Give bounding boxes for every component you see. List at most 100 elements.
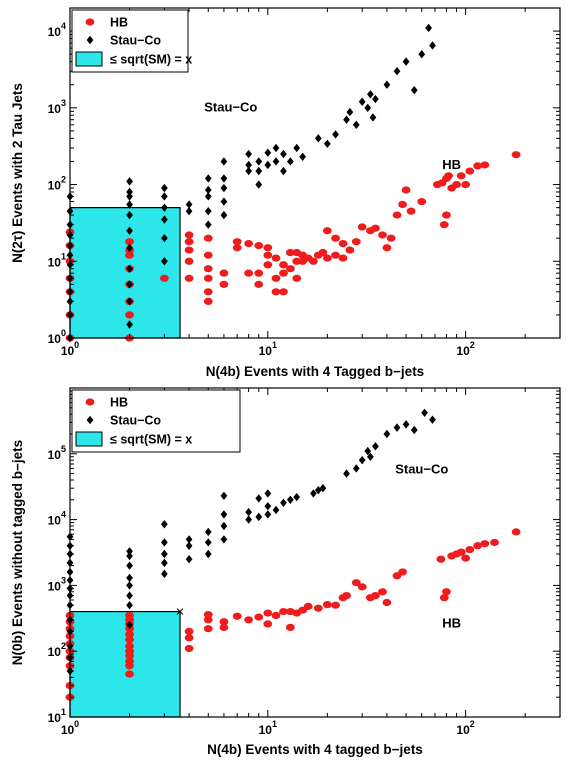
hb-point [184,627,194,635]
hb-point [465,546,475,554]
hb-point [461,180,471,189]
hb-point [331,234,340,242]
legend: HB Stau−Co ≤ sqrt(SM) = x [71,9,192,73]
stau-co-point [364,446,372,456]
stau-co-point [126,243,133,252]
stau-co-point [245,166,253,176]
hb-point [331,251,340,259]
hb-point [125,642,134,650]
stau-co-point [126,561,133,570]
stau-co-point [220,210,228,220]
y-tick-label: 101 [48,251,66,269]
hb-point [338,239,348,248]
hb-point [318,248,328,257]
x-tick-label: 100 [61,340,79,358]
stau-co-point [126,187,133,197]
hb-point [203,288,213,296]
hb-point [342,591,351,600]
stau-co-point [220,157,228,166]
hb-point [473,542,483,550]
hb-point [184,257,194,265]
hb-point [436,555,446,563]
hb-point [203,251,213,259]
legend-entry-1: HB [110,396,128,410]
y-tick-label: 103 [48,575,66,593]
hb-point [219,280,229,288]
stau-co-point [323,139,331,148]
hb-point [232,238,242,246]
legend-hb-marker [85,18,95,26]
stau-co-point [126,320,133,329]
x-axis-label: N(4b) Events with 4 tagged b−jets [207,742,423,757]
stau-co-point [161,183,168,193]
hb-point [244,239,254,248]
stau-co-point [352,464,360,473]
stau-co-point [314,134,322,143]
hb-point [382,244,392,252]
stau-co-point [264,160,272,170]
stau-co-point [255,166,263,176]
hb-point [351,238,361,246]
hb-point [203,610,213,619]
hb-point [125,238,134,246]
legend-entry-3: ≤ sqrt(SM) = x [110,53,192,67]
stau-co-point [286,495,294,504]
y-tick-label: 104 [48,21,66,39]
hb-point [271,611,281,620]
stau-co-point [220,510,228,519]
stau-co-point [255,180,263,189]
hb-point [279,288,288,296]
stau-co-point [410,85,418,95]
stau-co-point [204,538,212,547]
hb-point [398,200,407,209]
hb-point [303,602,313,610]
legend-entry-1: HB [110,16,128,30]
hb-point [125,311,134,319]
hb-point [442,588,451,596]
hb-point [490,538,499,547]
hb-point [313,604,323,612]
hb-point [285,623,295,631]
stau-co-point [393,67,401,76]
stau-co-point [126,210,133,220]
hb-point [159,274,169,282]
stau-co-point [358,455,366,465]
stau-co-point [369,113,377,122]
y-tick-label: 104 [48,510,66,528]
x-axis-ticks [69,8,561,338]
stau-co-point [185,555,193,564]
legend-entry-2: Stau−Co [110,414,161,428]
hb-point [442,211,451,219]
stau-co-point [161,549,168,559]
stau-co-point [383,80,391,89]
stau-co-point [220,183,228,193]
stau-co-point [299,152,307,161]
legend: HB Stau−Co ≤ sqrt(SM) = x [71,389,241,453]
stau-co-point [161,257,168,266]
stau-co-point [245,160,253,170]
hb-point [279,269,288,277]
stau-co-point [367,452,374,462]
hb-point [398,568,407,576]
hb-point [417,197,427,206]
y-axis-label: N(2τ) Events with 2 Tau Jets [10,83,25,263]
hb-point [322,601,332,609]
y-axis-ticks [70,387,560,718]
stau-co-point [286,157,294,166]
hb-point [125,636,134,644]
sqrt-sm-region [69,207,181,339]
hb-point [125,670,134,678]
stau-co-point [126,192,133,201]
hb-point [401,186,411,194]
hb-point [480,161,490,169]
threshold-marker: × [176,604,185,621]
hb-point [345,246,355,254]
stau-co-point [264,510,272,519]
stau-co-point [272,505,280,515]
stau-co-point [161,538,168,547]
hb-point [378,231,387,239]
axes-frame [69,387,561,718]
hb-point [232,244,242,252]
hb-point [263,620,273,628]
